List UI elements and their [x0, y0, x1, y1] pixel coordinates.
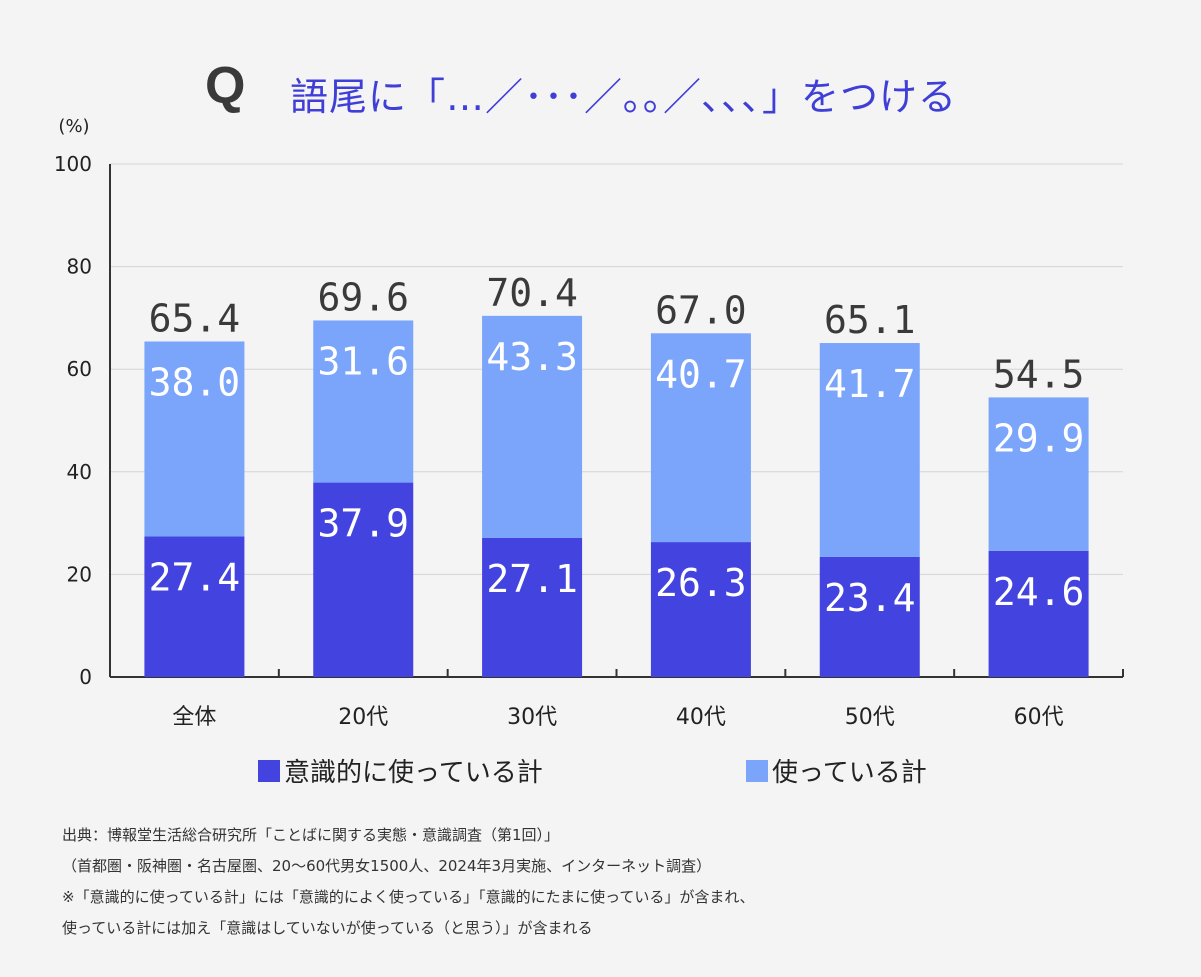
x-category-label: 50代: [845, 705, 895, 730]
bar-segment-using: [988, 397, 1089, 551]
question-mark-label: Q: [205, 57, 246, 115]
legend-item-conscious: 意識的に使っている計: [258, 752, 543, 789]
y-axis-unit-label: (%): [58, 116, 89, 137]
bar-segment-conscious: [144, 536, 245, 677]
footnote-source: 出典：博報堂生活総合研究所「ことばに関する実態・意識調査（第1回）」: [62, 826, 560, 844]
data-label-conscious: 23.4: [824, 576, 916, 620]
data-label-using: 41.7: [824, 362, 916, 406]
bar-segment-using: [819, 343, 920, 557]
data-label-conscious: 37.9: [317, 502, 409, 546]
legend-item-using: 使っている計: [746, 752, 927, 789]
y-tick-label: 20: [67, 562, 92, 586]
bar-segment-conscious: [482, 537, 583, 677]
data-label-total: 67.0: [655, 288, 747, 332]
bar-segment-using: [313, 320, 414, 483]
bar-segment-conscious: [819, 556, 920, 677]
data-label-using: 31.6: [317, 339, 409, 383]
footnote-note-cont: 使っている計には加え「意識はしていないが使っている（と思う）」が含まれる: [62, 919, 593, 937]
y-tick-label: 80: [67, 255, 92, 279]
data-label-using: 38.0: [149, 360, 241, 404]
stacked-bar-chart: (%) 0 20 40 60 80 100 27.4 38.0 65.4 全体 37.9 31.6 69.…: [54, 116, 1124, 730]
chart-title: 語尾に「…／･･･／｡｡／､､､」をつける: [290, 75, 958, 119]
x-category-label: 30代: [507, 705, 557, 730]
data-label-total: 70.4: [486, 271, 578, 315]
data-label-conscious: 26.3: [655, 561, 747, 605]
footnotes: 出典：博報堂生活総合研究所「ことばに関する実態・意識調査（第1回）」 （首都圏・…: [62, 820, 755, 944]
y-tick-label: 40: [67, 460, 92, 484]
data-label-using: 43.3: [486, 335, 578, 379]
data-label-total: 65.4: [149, 296, 241, 340]
legend-label-using: 使っている計: [772, 758, 927, 788]
bar-segment-conscious: [988, 550, 1089, 677]
y-tick-label: 60: [67, 357, 92, 381]
bar-segment-using: [482, 315, 583, 538]
x-category-label: 40代: [676, 705, 726, 730]
legend-swatch-conscious: [258, 759, 280, 782]
data-label-conscious: 27.1: [486, 557, 578, 601]
x-category-label: 60代: [1014, 705, 1064, 730]
y-tick-label: 0: [79, 665, 92, 689]
data-label-total: 69.6: [317, 275, 409, 319]
legend-swatch-using: [746, 759, 768, 782]
footnote-survey: （首都圏・阪神圏・名古屋圏、20～60代男女1500人、2024年3月実施、イン…: [62, 857, 712, 875]
chart-legend: 意識的に使っている計 使っている計: [0, 752, 1201, 796]
x-category-label: 全体: [172, 705, 216, 730]
x-category-label: 20代: [338, 705, 388, 730]
y-tick-label: 100: [54, 152, 92, 176]
bar-segment-using: [144, 341, 245, 537]
data-label-total: 65.1: [824, 298, 916, 342]
data-label-using: 40.7: [655, 352, 747, 396]
data-label-total: 54.5: [993, 352, 1085, 396]
data-label-using: 29.9: [993, 416, 1085, 460]
bar-segment-conscious: [650, 542, 751, 677]
footnote-note: ※「意識的に使っている計」には「意識的によく使っている」「意識的にたまに使ってい…: [62, 888, 755, 906]
bar-segment-conscious: [313, 482, 414, 677]
legend-label-conscious: 意識的に使っている計: [284, 758, 543, 788]
data-label-conscious: 27.4: [149, 555, 241, 599]
data-label-conscious: 24.6: [993, 570, 1085, 614]
bar-segment-using: [650, 333, 751, 543]
